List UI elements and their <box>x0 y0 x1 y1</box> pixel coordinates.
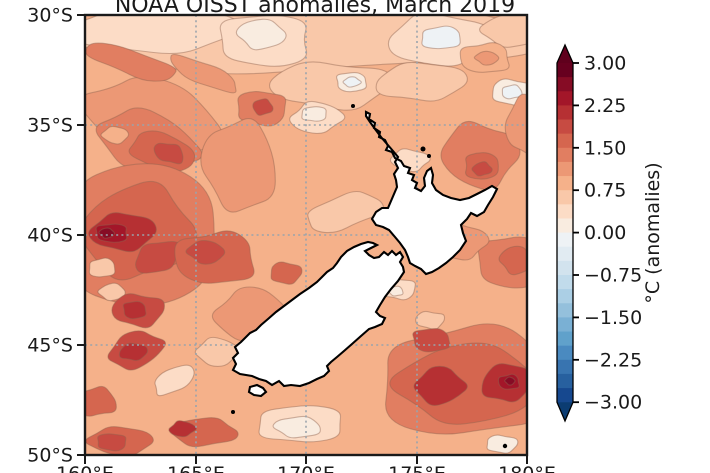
colorbar-band <box>557 133 573 149</box>
islet-dot <box>502 443 508 449</box>
colorbar-arrow-top <box>557 45 573 63</box>
anomaly-contour <box>252 98 274 116</box>
colorbar-tick-label: −3.00 <box>584 392 642 414</box>
colorbar-tick-label: −0.75 <box>584 265 642 287</box>
anomaly-contour <box>88 257 116 278</box>
anomaly-contour <box>504 376 516 386</box>
colorbar-axis-label: °C (anomalies) <box>642 162 664 303</box>
anomaly-contour <box>269 61 392 111</box>
y-tick-label: 30°S <box>27 5 73 27</box>
anomaly-contour <box>498 245 527 276</box>
colorbar: 3.00 2.25 1.50 0.75 0.00 −0.75 −1.50 −2.25 −3.00 <box>556 43 642 423</box>
colorbar-band <box>557 190 573 205</box>
anomaly-contour <box>135 240 184 274</box>
anomaly-contour <box>471 161 493 177</box>
anomaly-contour <box>97 433 127 452</box>
colorbar-band <box>557 119 573 135</box>
new-zealand-landmass <box>231 104 508 449</box>
stewart-island-landmass <box>247 383 268 398</box>
north-island-landmass <box>364 110 499 276</box>
anomaly-contour <box>272 415 321 439</box>
colorbar-tick-label: 2.25 <box>584 95 626 117</box>
colorbar-band <box>557 359 573 375</box>
anomaly-contour <box>200 118 276 213</box>
colorbar-band <box>557 388 573 403</box>
islet-dot <box>427 154 431 158</box>
anomaly-contour <box>85 385 117 417</box>
colorbar-band <box>557 91 573 106</box>
x-tick-label: 165°E <box>167 463 225 473</box>
colorbar-band <box>557 289 573 304</box>
colorbar-tick-label: 1.50 <box>584 137 626 159</box>
anomaly-contour <box>375 61 468 102</box>
y-tick-label: 50°S <box>27 445 73 467</box>
colorbar-band <box>557 246 573 262</box>
y-tick-label: 35°S <box>27 115 73 137</box>
colorbar-band <box>557 176 573 191</box>
colorbar-band <box>557 303 573 318</box>
y-tick-label: 45°S <box>27 335 73 357</box>
south-island-landmass <box>231 240 406 388</box>
anomaly-contour <box>85 15 243 55</box>
axis-ticks-and-labels: 30°S 35°S 40°S 45°S 50°S160°E 165°E 170°E 175°E… <box>27 5 556 473</box>
anomaly-contour <box>270 261 303 285</box>
colorbar-band <box>557 161 573 177</box>
anomaly-contour <box>100 125 130 145</box>
anomaly-contour <box>98 227 116 239</box>
anomaly-contour <box>486 434 519 454</box>
anomaly-contour <box>168 420 197 438</box>
ocean-contour-field <box>85 15 527 455</box>
x-tick-label: 160°E <box>56 463 114 473</box>
colorbar-band <box>557 275 573 290</box>
colorbar-band <box>557 147 573 163</box>
colorbar-band <box>557 373 573 389</box>
colorbar-tick-label: 0.00 <box>584 222 626 244</box>
anomaly-contour <box>342 76 362 88</box>
islet-dot <box>351 104 355 108</box>
colorbar-band <box>557 317 573 332</box>
anomaly-contour <box>504 93 527 155</box>
anomaly-contour <box>154 364 195 397</box>
x-tick-label: 170°E <box>277 463 335 473</box>
colorbar-band <box>557 345 573 361</box>
anomaly-contour <box>118 342 149 362</box>
colorbar-tick-label: 3.00 <box>584 53 626 75</box>
plot-title: NOAA OISST anomalies, March 2019 <box>115 0 515 18</box>
colorbar-band <box>557 77 573 92</box>
anomaly-contour <box>479 15 527 48</box>
colorbar-band <box>557 105 573 120</box>
colorbar-band <box>557 331 573 347</box>
islet-dot <box>231 410 235 414</box>
anomaly-contour <box>235 18 287 51</box>
anomaly-contour <box>194 336 243 367</box>
colorbar-tick-label: −2.25 <box>584 349 642 371</box>
x-tick-label: 175°E <box>388 463 446 473</box>
colorbar-band <box>557 260 573 276</box>
colorbar-band <box>557 204 573 219</box>
colorbar-tick-label: 0.75 <box>584 180 626 202</box>
anomaly-contour <box>301 106 327 122</box>
anomaly-contour <box>473 50 500 66</box>
anomaly-contour <box>170 53 237 94</box>
y-tick-label: 40°S <box>27 225 73 247</box>
anomaly-contour <box>122 300 147 320</box>
x-tick-label: 180°E <box>498 463 556 473</box>
colorbar-band <box>557 218 573 233</box>
islet-dot <box>420 146 426 152</box>
anomaly-contour <box>421 25 461 50</box>
anomaly-contour <box>153 142 184 165</box>
colorbar-tick-label: −1.50 <box>584 307 642 329</box>
colorbar-band <box>557 63 573 78</box>
anomaly-contour <box>185 239 226 265</box>
colorbar-band <box>557 232 573 248</box>
anomaly-contour <box>412 328 451 353</box>
colorbar-arrow-bottom <box>557 402 573 421</box>
